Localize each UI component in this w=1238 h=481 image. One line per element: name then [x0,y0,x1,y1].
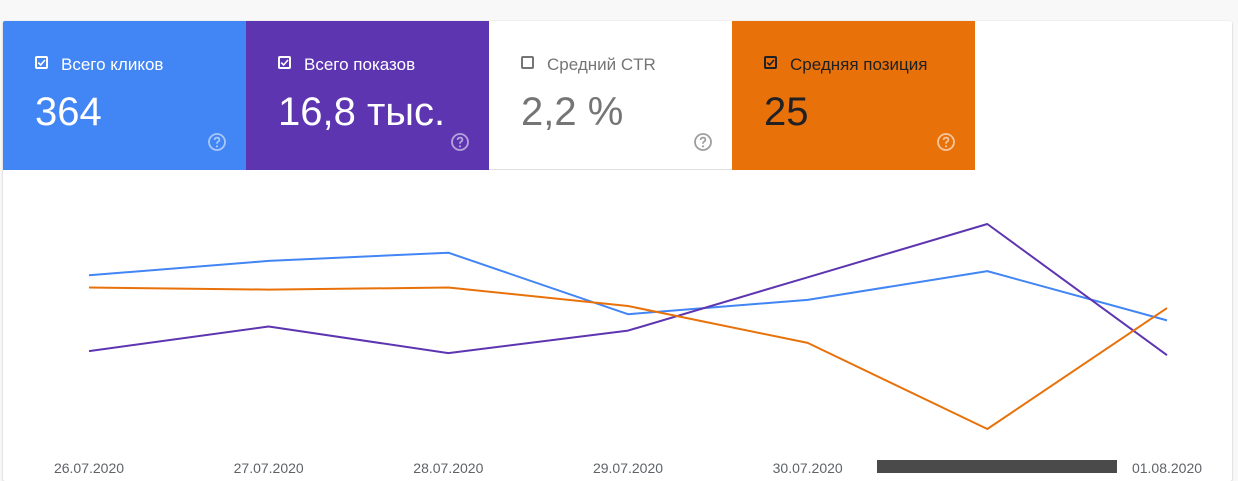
performance-card: Всего кликов 364 Всего показов 16,8 тыс.… [3,21,1232,481]
metric-tile-average-position[interactable]: Средняя позиция 25 [732,21,975,170]
series-line-3 [88,286,1168,430]
x-tick-label: 01.08.2020 [1132,460,1202,473]
checkbox-checked-icon[interactable] [764,56,777,69]
x-tick-label: 26.07.2020 [54,460,124,473]
metric-value: 16,8 тыс. [278,90,446,134]
series-line-1 [88,251,1168,322]
metric-tile-average-ctr[interactable]: Средний CTR 2,2 % [489,21,732,170]
metric-label: Всего кликов [61,55,164,74]
series-line-2 [88,223,1168,357]
x-tick-label: 30.07.2020 [773,460,843,473]
metric-label: Средняя позиция [790,55,928,74]
help-icon[interactable] [207,132,227,152]
metric-tile-total-impressions[interactable]: Всего показов 16,8 тыс. [246,21,489,170]
x-tick-label: 29.07.2020 [593,460,663,473]
metric-value: 25 [764,90,809,134]
help-icon[interactable] [693,132,713,152]
metric-value: 2,2 % [521,90,624,134]
x-tick-label: 28.07.2020 [413,460,483,473]
help-icon[interactable] [936,132,956,152]
checkbox-checked-icon[interactable] [278,56,291,69]
help-icon[interactable] [450,132,470,152]
metric-value: 364 [35,90,102,134]
metric-label: Всего показов [304,55,416,74]
x-tick-label: 27.07.2020 [234,460,304,473]
checkbox-unchecked-icon[interactable] [521,56,534,69]
checkbox-checked-icon[interactable] [35,56,48,69]
metric-label: Средний CTR [547,55,656,74]
metric-tiles: Всего кликов 364 Всего показов 16,8 тыс.… [3,21,975,170]
tooltip [877,460,1117,473]
metric-tile-total-clicks[interactable]: Всего кликов 364 [3,21,246,170]
